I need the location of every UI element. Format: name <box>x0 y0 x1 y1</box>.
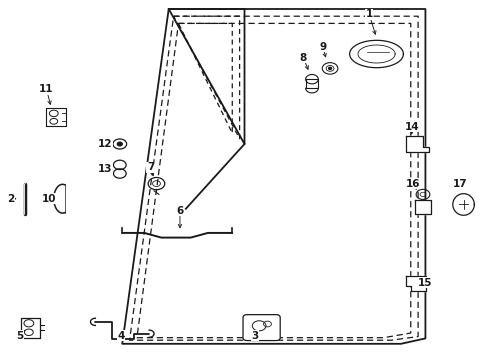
Text: 4: 4 <box>117 330 124 341</box>
Polygon shape <box>305 79 318 88</box>
Polygon shape <box>414 200 430 214</box>
Text: 5: 5 <box>16 330 23 341</box>
Text: 9: 9 <box>319 42 325 52</box>
Circle shape <box>117 142 122 146</box>
Text: 14: 14 <box>404 122 418 132</box>
Polygon shape <box>405 276 426 291</box>
Text: 6: 6 <box>176 206 183 216</box>
Circle shape <box>328 67 331 69</box>
Text: 1: 1 <box>365 9 372 19</box>
Text: 2: 2 <box>7 194 14 204</box>
Text: 13: 13 <box>98 164 112 174</box>
Polygon shape <box>21 318 40 338</box>
Text: 12: 12 <box>98 139 112 149</box>
Polygon shape <box>452 194 473 215</box>
Polygon shape <box>46 108 66 126</box>
Polygon shape <box>349 40 403 68</box>
Text: 10: 10 <box>41 194 56 204</box>
FancyBboxPatch shape <box>243 315 280 341</box>
Text: 3: 3 <box>251 330 258 341</box>
Text: 11: 11 <box>39 84 54 94</box>
Text: 17: 17 <box>451 179 466 189</box>
Text: 15: 15 <box>417 278 432 288</box>
Text: 16: 16 <box>405 179 420 189</box>
Text: 8: 8 <box>299 53 306 63</box>
Polygon shape <box>405 136 428 152</box>
Text: 7: 7 <box>146 162 154 172</box>
